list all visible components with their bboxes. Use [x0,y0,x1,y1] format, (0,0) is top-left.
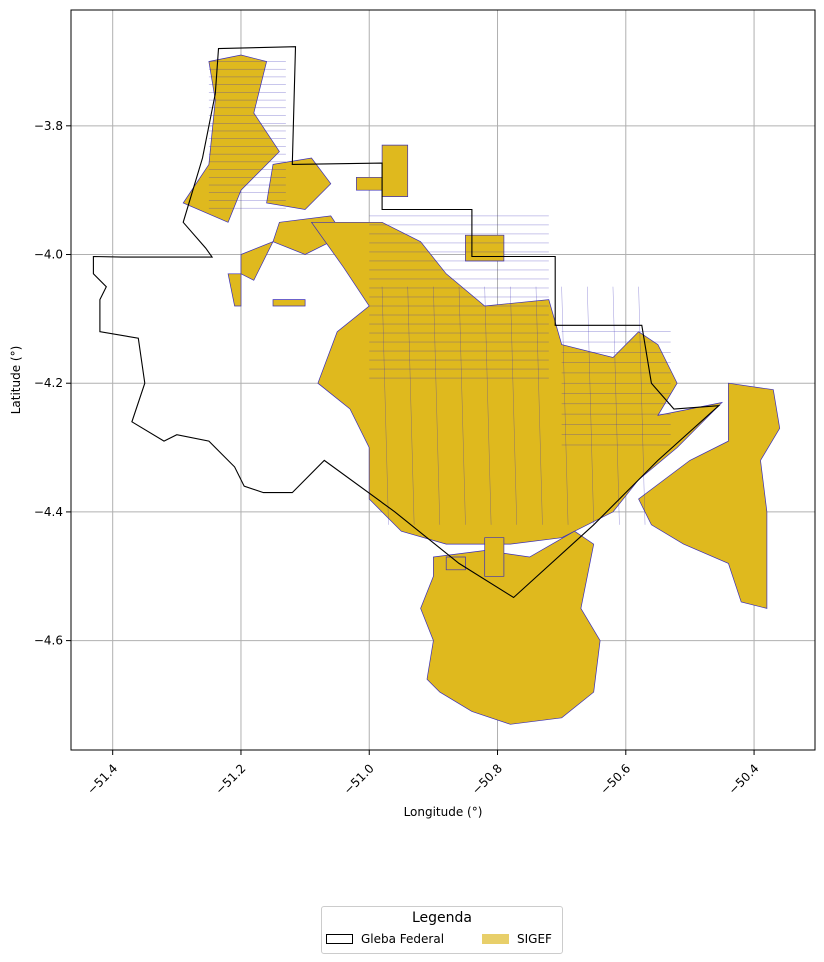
y-tick-label: −4.0 [34,248,63,262]
sigef-parcel [227,273,242,307]
legend-label-gleba: Gleba Federal [361,932,445,946]
x-tick-label: −50.6 [597,761,633,797]
y-axis-title: Latitude (°) [9,346,23,415]
sigef-parcel [266,157,332,210]
y-tick-label: −3.8 [34,119,63,133]
sigef-parcel-lines [208,61,671,525]
sigef-parcel-line [510,286,518,525]
x-axis-ticks: −51.4 −51.2 −51.0 −50.8 −50.6 −50.4 [84,750,762,797]
sigef-parcel-line [458,286,466,525]
sigef-parcels [182,54,781,725]
sigef-parcel [638,382,781,609]
x-axis-title: Longitude (°) [404,805,483,819]
sigef-parcel [381,144,409,197]
x-tick-label: −51.0 [341,761,377,797]
sigef-parcel [310,221,724,545]
legend-entry-sigef: SIGEF [482,932,552,946]
sigef-parcel [465,234,505,262]
y-tick-label: −4.2 [34,376,63,390]
legend-swatch-sigef [482,934,509,944]
x-tick-label: −51.2 [213,761,249,797]
gleba-federal-boundary [92,46,721,599]
sigef-parcel [272,299,306,307]
legend: Legenda Gleba Federal SIGEF [321,906,563,954]
plot-frame [70,9,816,751]
x-tick-label: −51.4 [84,761,120,797]
sigef-parcel-line [535,286,543,525]
sigef-parcel-line [407,286,415,525]
legend-title: Legenda [411,910,472,926]
sigef-parcel [356,176,383,191]
sigef-parcel [240,241,274,281]
sigef-parcel-line [433,286,441,525]
y-tick-label: −4.4 [34,505,63,519]
legend-label-sigef: SIGEF [517,932,552,946]
gleba-federal-polygon [92,46,721,599]
sigef-parcel-line [638,286,646,525]
sigef-parcel-line [561,286,569,525]
sigef-parcel-line [484,286,492,525]
y-tick-label: −4.6 [34,634,63,648]
y-axis-ticks: −3.8 −4.0 −4.2 −4.4 −4.6 [34,119,71,648]
sigef-parcel-line [612,286,620,525]
sigef-parcel-line [587,286,594,525]
x-tick-label: −50.8 [469,761,505,797]
sigef-parcel [445,556,466,571]
legend-entry-gleba: Gleba Federal [326,932,444,946]
legend-swatch-gleba [326,934,353,944]
sigef-parcel [420,530,601,725]
sigef-parcel [484,537,505,577]
sigef-parcel-line [381,286,389,525]
x-tick-label: −50.4 [726,761,762,797]
